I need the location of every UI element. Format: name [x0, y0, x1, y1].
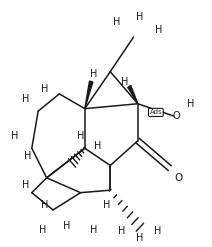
- Polygon shape: [128, 85, 138, 104]
- Text: H: H: [39, 225, 46, 235]
- Text: H: H: [41, 84, 48, 94]
- Text: O: O: [174, 173, 182, 183]
- Text: H: H: [41, 200, 48, 210]
- Text: H: H: [118, 226, 126, 236]
- Text: H: H: [136, 233, 144, 243]
- Text: H: H: [22, 94, 29, 104]
- Polygon shape: [85, 81, 93, 109]
- Text: H: H: [22, 180, 29, 190]
- Text: H: H: [24, 151, 31, 161]
- Text: O: O: [172, 111, 180, 121]
- Text: H: H: [90, 225, 97, 235]
- Text: H: H: [103, 200, 111, 210]
- Text: H: H: [90, 69, 97, 79]
- Text: H: H: [63, 221, 70, 231]
- Text: H: H: [136, 12, 144, 22]
- Text: H: H: [187, 99, 194, 109]
- Text: H: H: [155, 25, 163, 35]
- Text: Ads: Ads: [149, 109, 162, 115]
- Text: H: H: [94, 141, 101, 151]
- Text: H: H: [11, 131, 18, 141]
- Text: H: H: [121, 77, 129, 86]
- Text: H: H: [113, 17, 120, 27]
- Text: H: H: [77, 131, 84, 141]
- Text: H: H: [154, 226, 162, 236]
